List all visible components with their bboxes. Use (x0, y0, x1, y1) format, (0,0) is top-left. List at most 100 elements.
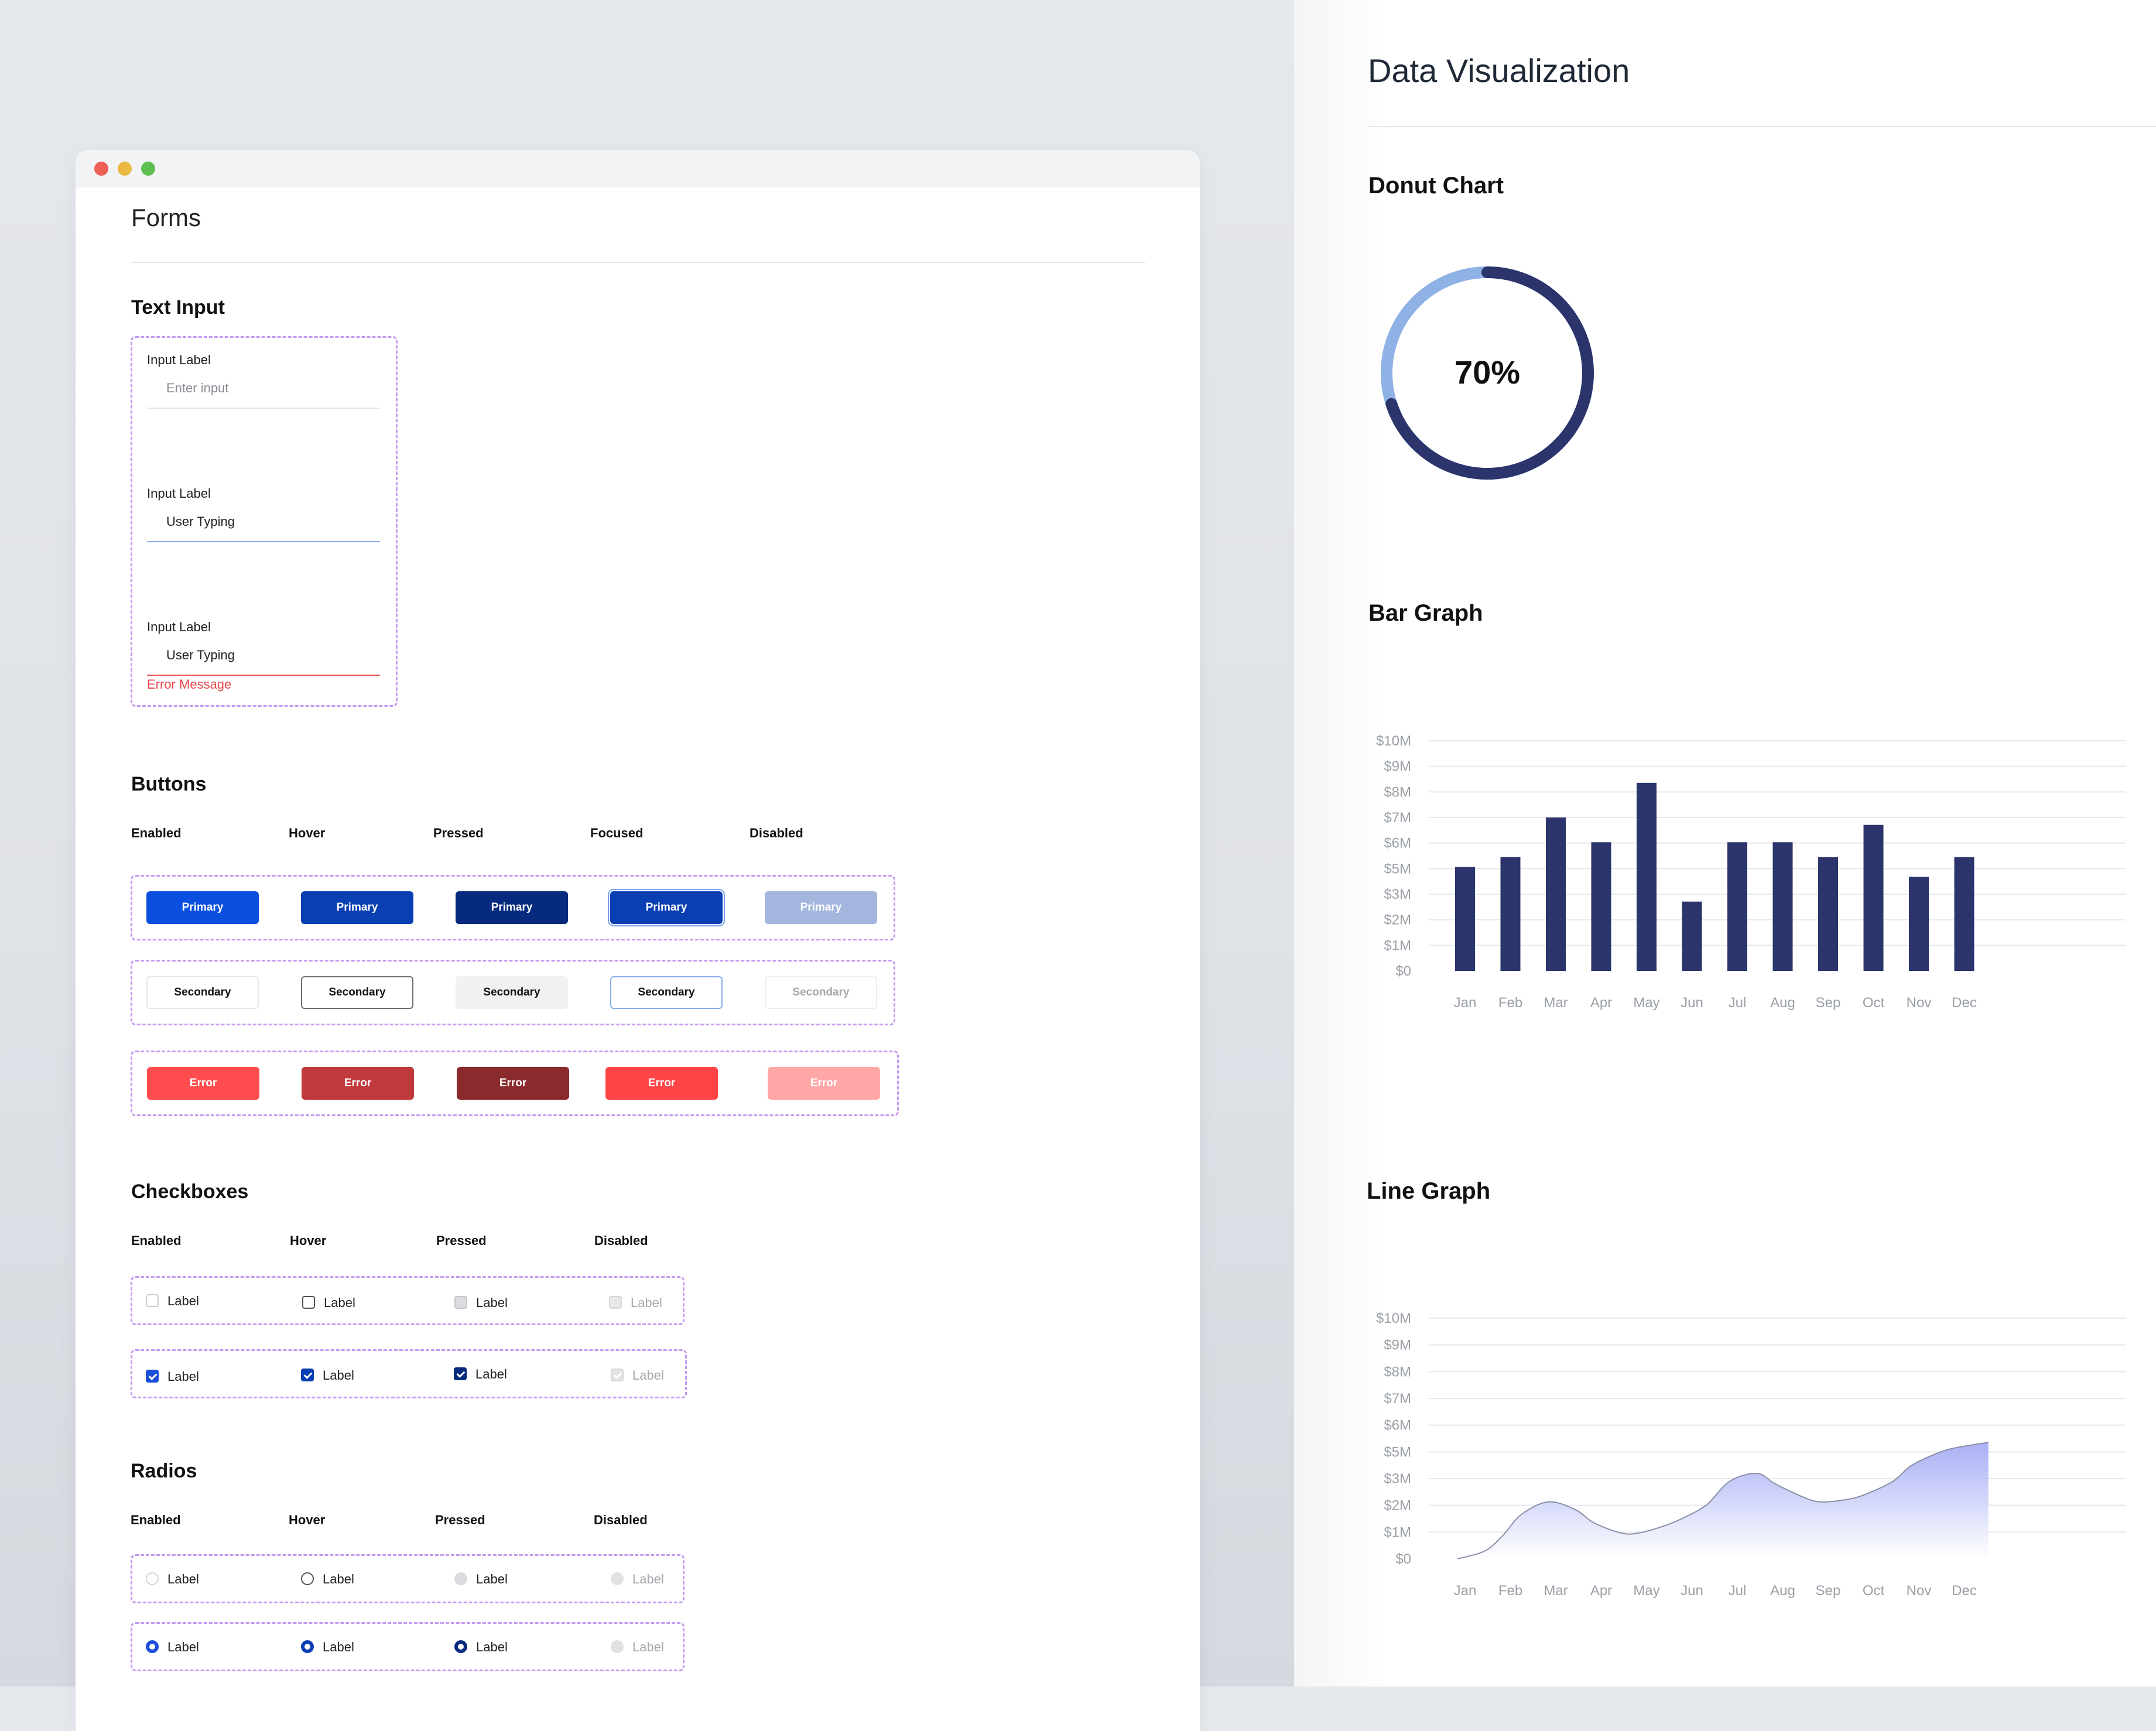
divider (131, 262, 1145, 263)
minimize-window-icon[interactable] (118, 162, 132, 176)
bar (1637, 782, 1657, 971)
y-tick-label: $3M (1384, 887, 1411, 902)
column-label-hover: Hover (289, 1513, 326, 1527)
radio-label: Label (632, 1572, 664, 1586)
input-underline (147, 408, 380, 409)
error-button-hover[interactable]: Error (302, 1067, 414, 1100)
error-button-pressed[interactable]: Error (457, 1067, 569, 1100)
x-tick-label: May (1633, 1583, 1659, 1599)
checkbox-hover[interactable] (302, 1296, 315, 1309)
bar (1818, 857, 1838, 971)
page-title: Data Visualization (1368, 52, 1630, 89)
x-tick-label: Sep (1816, 995, 1841, 1011)
radio-label: Label (476, 1572, 508, 1586)
x-tick-label: May (1633, 995, 1659, 1011)
donut-chart: 70% (1381, 266, 1594, 480)
input-label: Input Label (147, 620, 211, 634)
x-tick-label: Jul (1729, 995, 1747, 1011)
y-tick-label: $6M (1384, 1418, 1411, 1434)
donut-value-arc (1381, 266, 1594, 480)
column-label-pressed: Pressed (436, 1233, 487, 1248)
secondary-button-group (131, 960, 895, 1025)
checkbox-pressed[interactable] (454, 1296, 467, 1309)
bar-graph: $0 $1M $2M $3M $5M $6M $7M $8M $9M $10M Jan Feb Mar A… (1376, 733, 2126, 1011)
bar (1909, 877, 1929, 971)
checkbox-label: Label (476, 1295, 508, 1310)
x-tick-label: Sep (1816, 1583, 1841, 1599)
error-button-focused[interactable]: Error (605, 1067, 718, 1100)
section-title-checkboxes: Checkboxes (131, 1181, 249, 1203)
text-input-error[interactable]: User Typing (166, 648, 235, 662)
close-window-icon[interactable] (94, 162, 108, 176)
y-tick-label: $8M (1384, 1364, 1411, 1380)
radio-selected-enabled[interactable] (146, 1640, 159, 1653)
radio-hover[interactable] (301, 1572, 314, 1585)
error-message: Error Message (147, 677, 232, 692)
y-tick-label: $7M (1384, 810, 1411, 826)
checkbox-checked-pressed[interactable] (454, 1367, 467, 1380)
radio-enabled[interactable] (146, 1572, 159, 1585)
checkbox-enabled[interactable] (146, 1294, 159, 1307)
series-line (1457, 1442, 1989, 1559)
page-title: Forms (131, 204, 201, 231)
error-button-group (131, 1051, 899, 1116)
x-tick-label: Jan (1454, 995, 1477, 1011)
input-label: Input Label (147, 486, 211, 501)
primary-button-focused[interactable]: Primary (610, 891, 723, 924)
donut-chart-title: Donut Chart (1368, 173, 1504, 199)
radio-label: Label (476, 1640, 508, 1654)
column-label-enabled: Enabled (131, 1233, 182, 1248)
checkbox-checked-group (131, 1349, 687, 1398)
x-tick-label: Aug (1770, 995, 1795, 1011)
radio-selected-hover[interactable] (301, 1640, 314, 1653)
radio-pressed[interactable] (454, 1572, 467, 1585)
input-underline-error (147, 675, 380, 676)
x-tick-label: Jan (1454, 1583, 1477, 1599)
radio-label: Label (167, 1572, 199, 1586)
divider (1368, 126, 2156, 127)
checkbox-checked-enabled[interactable] (146, 1370, 159, 1383)
x-tick-label: Jun (1681, 995, 1703, 1011)
text-input-empty[interactable]: Enter input (166, 381, 229, 395)
bar (1727, 842, 1747, 971)
x-tick-label: Feb (1498, 1583, 1522, 1599)
secondary-button-hover[interactable]: Secondary (301, 976, 413, 1009)
radio-unselected-group (131, 1554, 685, 1603)
x-tick-label: Oct (1863, 1583, 1885, 1599)
maximize-window-icon[interactable] (141, 162, 155, 176)
column-label-focused: Focused (590, 826, 644, 840)
radio-label: Label (323, 1640, 354, 1654)
data-visualization-panel: Data Visualization Donut Chart 70% Bar G… (1294, 0, 2156, 1686)
x-tick-label: Aug (1770, 1583, 1795, 1599)
radio-selected-pressed[interactable] (454, 1640, 467, 1653)
checkbox-checked-hover[interactable] (301, 1369, 314, 1381)
column-label-disabled: Disabled (594, 1513, 648, 1527)
bar (1500, 857, 1521, 971)
bar (1455, 867, 1475, 971)
bar-graph-title: Bar Graph (1368, 600, 1483, 626)
x-tick-label: Feb (1498, 995, 1522, 1011)
error-button-enabled[interactable]: Error (147, 1067, 259, 1100)
text-input-typing[interactable]: User Typing (166, 514, 235, 529)
bar (1863, 825, 1884, 971)
y-tick-label: $10M (1376, 733, 1411, 749)
x-tick-label: Nov (1907, 995, 1932, 1011)
column-label-disabled: Disabled (594, 1233, 648, 1248)
primary-button-enabled[interactable]: Primary (146, 891, 259, 924)
x-tick-label: Dec (1952, 1583, 1977, 1599)
input-label: Input Label (147, 353, 211, 367)
y-tick-label: $5M (1384, 861, 1411, 877)
column-label-hover: Hover (289, 826, 326, 840)
x-tick-label: Apr (1590, 995, 1612, 1011)
checkbox-label: Label (475, 1367, 507, 1381)
primary-button-hover[interactable]: Primary (301, 891, 413, 924)
column-label-pressed: Pressed (435, 1513, 485, 1527)
secondary-button-enabled[interactable]: Secondary (146, 976, 259, 1009)
line-graph-title: Line Graph (1367, 1178, 1491, 1204)
window-titlebar (76, 150, 1200, 187)
primary-button-pressed[interactable]: Primary (456, 891, 568, 924)
y-tick-label: $2M (1384, 912, 1411, 928)
secondary-button-pressed[interactable]: Secondary (456, 976, 568, 1009)
column-label-disabled: Disabled (750, 826, 803, 840)
secondary-button-focused[interactable]: Secondary (610, 976, 723, 1009)
